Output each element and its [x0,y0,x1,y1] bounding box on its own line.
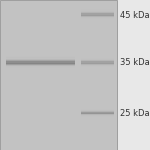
Bar [81,13,114,14]
Bar [81,63,114,65]
Bar [6,63,75,65]
Bar [81,111,114,112]
Bar [81,60,114,61]
Bar [81,61,114,62]
Bar [6,68,75,69]
Bar [81,113,114,114]
Text: 35 kDa: 35 kDa [120,58,150,68]
Bar [6,60,75,61]
Bar [81,112,114,114]
Bar [81,58,114,59]
Bar [6,65,75,67]
Bar [6,57,75,59]
Bar [81,110,114,112]
Bar [81,15,114,17]
Bar [6,61,75,62]
Bar [6,67,75,68]
Bar [6,58,75,60]
Bar [81,9,114,11]
Bar [81,65,114,67]
Bar [81,62,114,64]
Bar [81,64,114,66]
Bar [81,116,114,117]
Text: 25 kDa: 25 kDa [120,110,150,118]
Bar [6,64,75,66]
Bar [0,0,117,150]
Bar [81,14,114,16]
Bar [81,109,114,111]
Bar [6,62,75,64]
Bar [6,55,75,57]
Bar [81,12,114,13]
Bar [6,56,75,58]
Bar [81,59,114,60]
Bar [81,114,114,116]
Bar [81,16,114,18]
Text: 45 kDa: 45 kDa [120,11,150,20]
Bar [81,115,114,116]
Bar [81,18,114,19]
Bar [81,11,114,12]
